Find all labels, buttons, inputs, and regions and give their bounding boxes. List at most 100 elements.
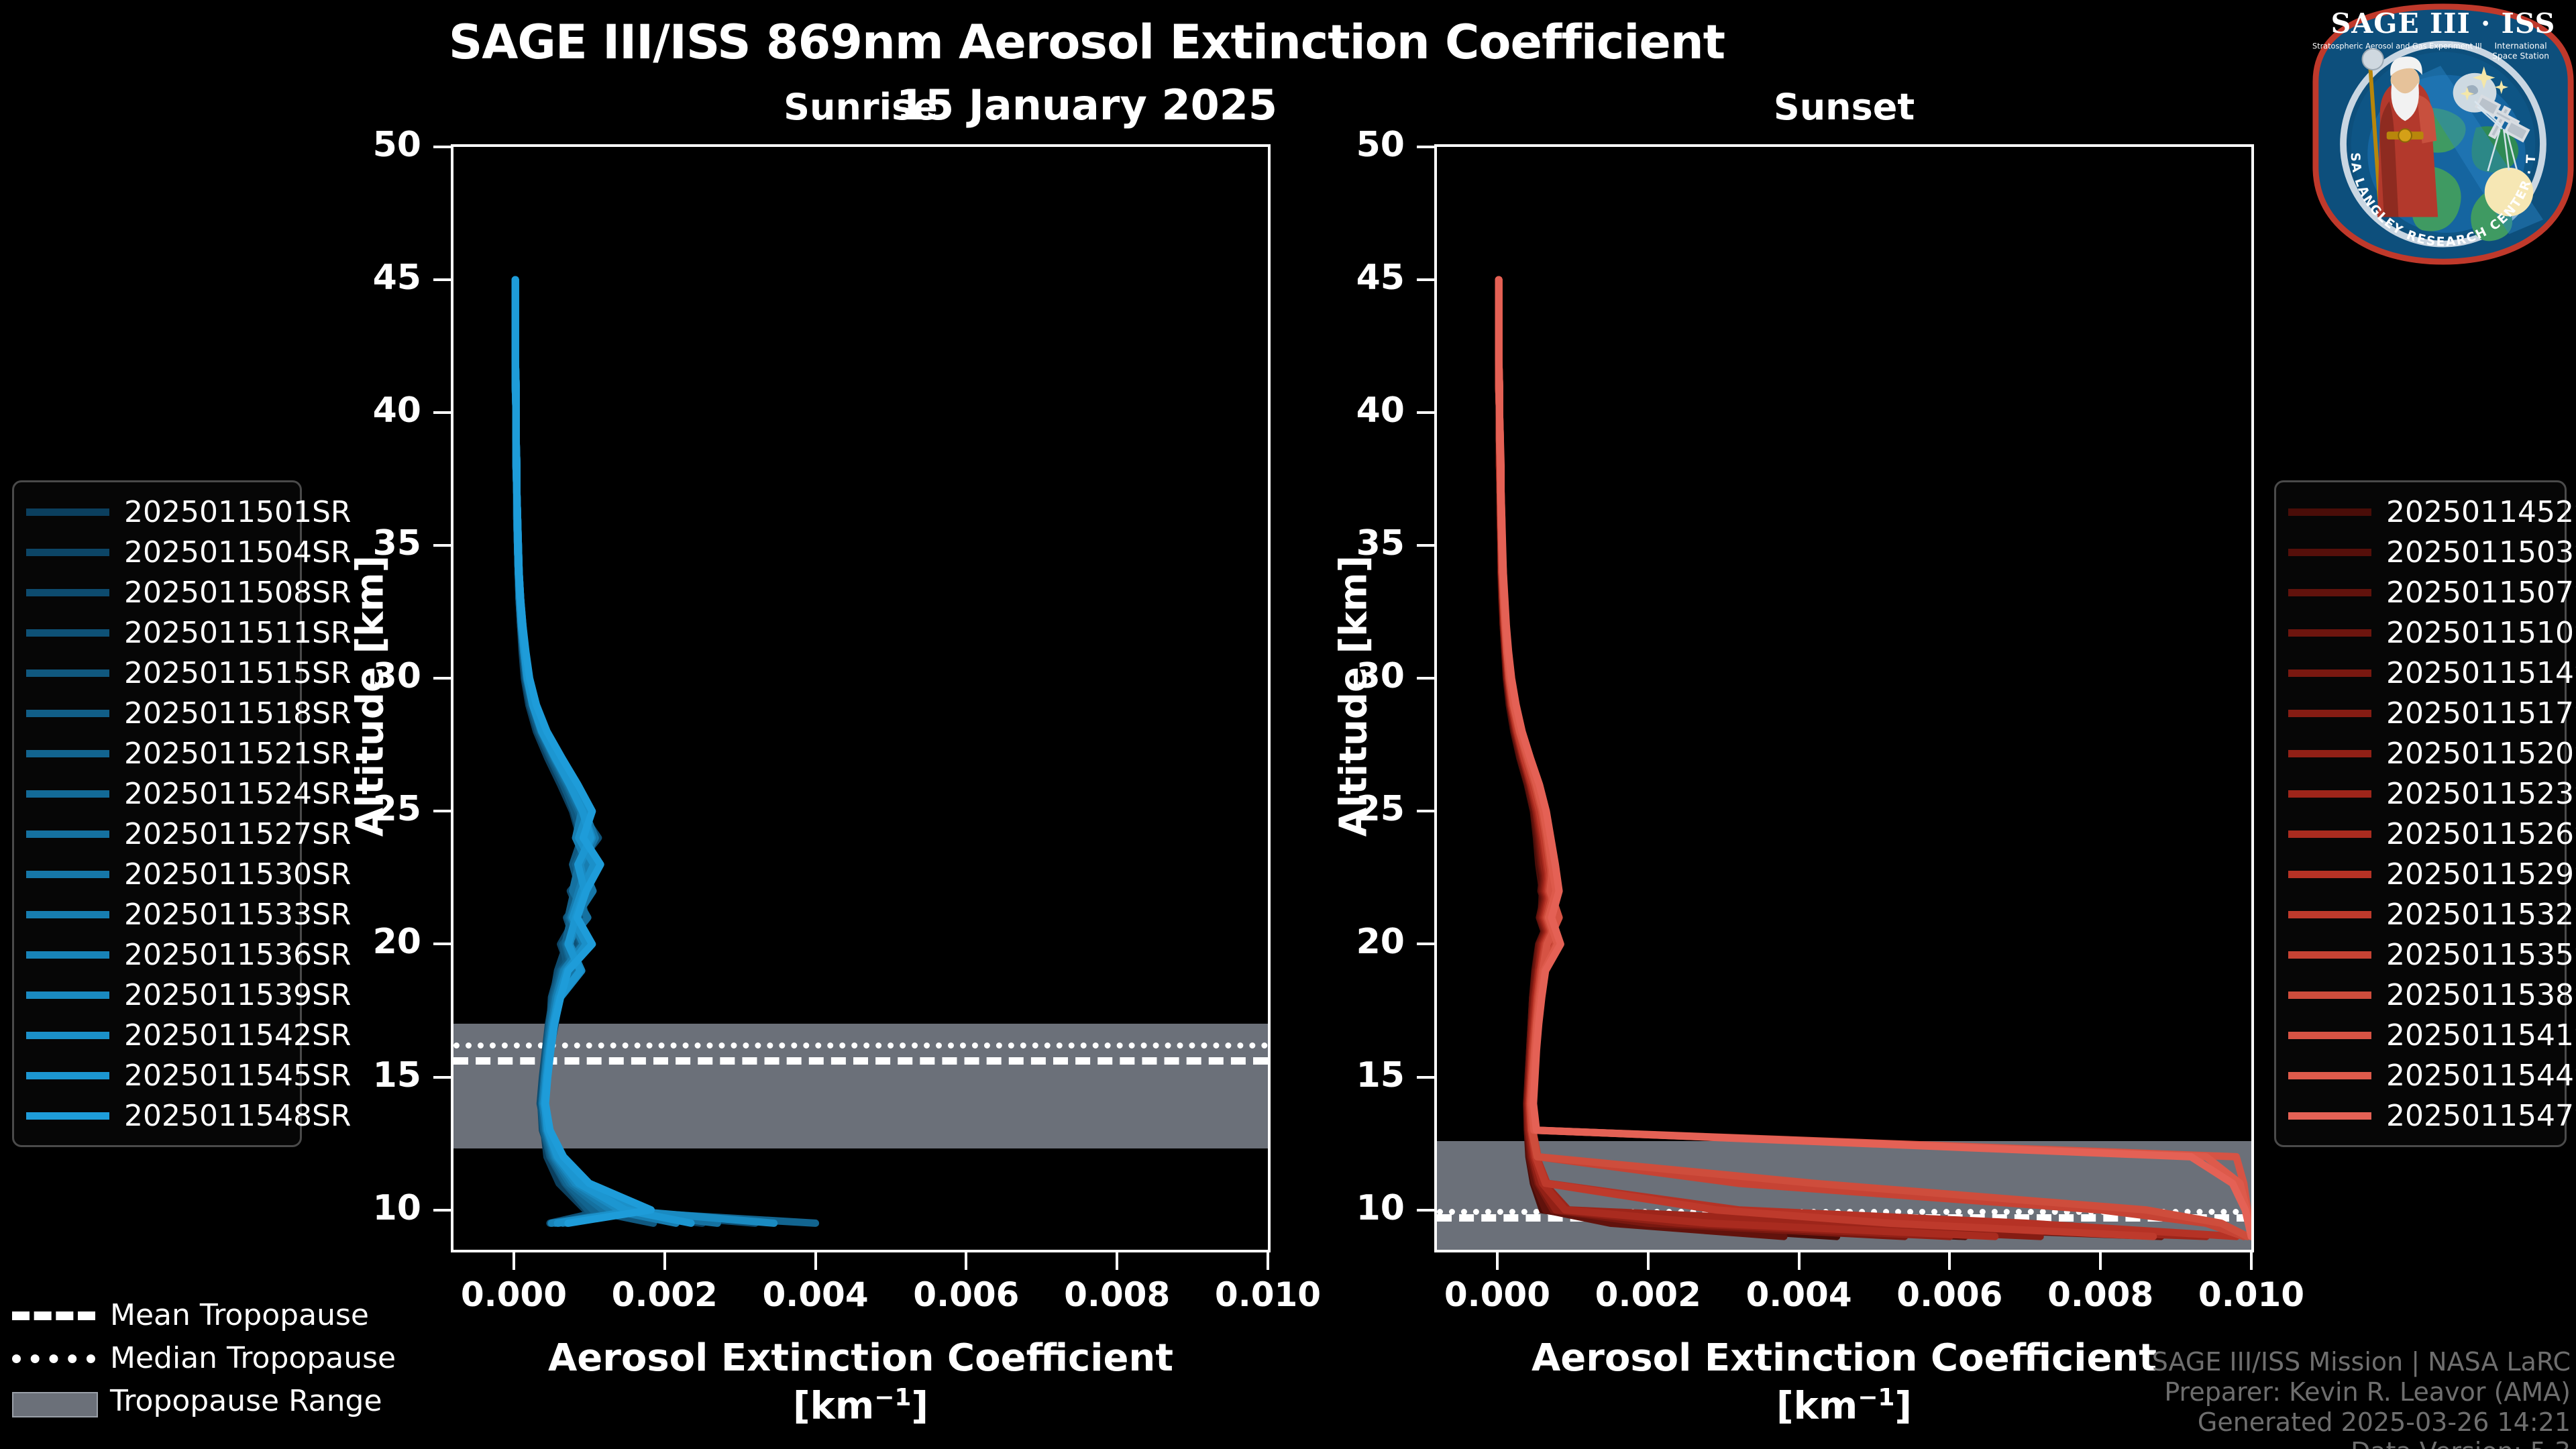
legend-color-swatch <box>2288 508 2371 516</box>
legend-item[interactable]: 2025011504SR <box>26 532 351 572</box>
legend-label: 2025011518SR <box>124 696 352 731</box>
profile-curves-sunset <box>1495 276 2251 1240</box>
legend-label: 2025011529SS <box>2386 857 2576 892</box>
y-axis-tick-label-sunset: 35 <box>1356 523 1405 564</box>
legend-item[interactable]: 2025011520SS <box>2288 733 2576 773</box>
legend-item[interactable]: 2025011542SR <box>26 1015 351 1055</box>
legend-label: 2025011524SR <box>124 776 352 811</box>
x-axis-tick-label-sunset: 0.008 <box>2047 1275 2154 1314</box>
legend-label-tropopause-range: Tropopause Range <box>110 1383 382 1418</box>
legend-color-swatch <box>2288 870 2371 878</box>
legend-item[interactable]: 2025011507SS <box>2288 572 2576 612</box>
legend-label: 2025011508SR <box>124 575 352 610</box>
y-axis-tick-sunrise <box>433 278 451 282</box>
logo-wizard <box>2361 48 2438 217</box>
legend-item[interactable]: 2025011529SS <box>2288 854 2576 894</box>
legend-item[interactable]: 2025011533SR <box>26 894 351 934</box>
legend-item[interactable]: 2025011508SR <box>26 572 351 612</box>
credits-line-mission: SAGE III/ISS Mission | NASA LaRC <box>2151 1347 2571 1377</box>
legend-label: 2025011547SS <box>2386 1098 2576 1133</box>
legend-item[interactable]: 2025011510SS <box>2288 612 2576 653</box>
legend-item[interactable]: 2025011501SR <box>26 492 351 532</box>
credits-line-generated: Generated 2025-03-26 14:21 <box>2197 1407 2571 1437</box>
legend-item-mean-tropopause: Mean Tropopause <box>12 1295 369 1335</box>
y-axis-tick-label-sunrise: 25 <box>372 789 421 830</box>
legend-item[interactable]: 2025011548SR <box>26 1095 351 1136</box>
x-axis-tick-sunrise <box>663 1252 666 1270</box>
legend-item[interactable]: 2025011541SS <box>2288 1015 2576 1055</box>
profile-line <box>1495 276 1969 1240</box>
legend-color-swatch <box>26 669 109 677</box>
legend-label: 2025011503SS <box>2386 535 2576 570</box>
legend-item[interactable]: 2025011532SS <box>2288 894 2576 934</box>
legend-item[interactable]: 2025011539SR <box>26 975 351 1015</box>
legend-sunset[interactable]: 2025011452SS 2025011503SS 2025011507SS 2025… <box>2274 480 2576 1147</box>
dotted-line-icon <box>12 1350 95 1365</box>
panel-title-sunrise: Sunrise <box>784 86 938 128</box>
legend-item[interactable]: 2025011536SR <box>26 934 351 975</box>
legend-color-swatch <box>26 548 109 556</box>
x-axis-tick-label-sunrise: 0.008 <box>1064 1275 1171 1314</box>
legend-item[interactable]: 2025011514SS <box>2288 653 2576 693</box>
legend-item[interactable]: 2025011518SR <box>26 693 351 733</box>
legend-item[interactable]: 2025011527SR <box>26 814 351 854</box>
page-subtitle: 15 January 2025 <box>896 80 1278 129</box>
x-axis-unit-sunset: [km−1] <box>1776 1384 1912 1428</box>
legend-item-median-tropopause: Median Tropopause <box>12 1338 396 1378</box>
legend-item[interactable]: 2025011511SR <box>26 612 351 653</box>
legend-label: 2025011542SR <box>124 1018 352 1053</box>
legend-label: 2025011541SS <box>2386 1018 2576 1053</box>
y-axis-tick-sunset <box>1417 278 1434 282</box>
legend-item[interactable]: 2025011521SR <box>26 733 351 773</box>
legend-label-median-tropopause: Median Tropopause <box>110 1340 396 1375</box>
profile-line <box>511 276 655 1227</box>
credits-block: SAGE III/ISS Mission | NASA LaRC Prepare… <box>1900 1347 2571 1449</box>
credits-line-version: Data Version: 5.3 <box>1900 1437 2571 1449</box>
sage-iii-iss-logo: SAGE III · ISS Stratospheric Aerosol and… <box>2312 3 2574 265</box>
legend-color-swatch <box>2288 1071 2371 1079</box>
y-axis-tick-sunset <box>1417 411 1434 415</box>
y-axis-tick-label-sunset: 30 <box>1356 656 1405 697</box>
legend-label: 2025011530SR <box>124 857 352 892</box>
legend-item[interactable]: 2025011524SR <box>26 773 351 814</box>
profile-line <box>511 276 657 1227</box>
x-axis-tick-label-sunrise: 0.000 <box>460 1275 567 1314</box>
profile-line <box>1495 276 2044 1240</box>
legend-item[interactable]: 2025011547SS <box>2288 1095 2576 1136</box>
legend-item[interactable]: 2025011545SR <box>26 1055 351 1095</box>
legend-label: 2025011533SR <box>124 897 352 932</box>
profile-line <box>1495 276 1909 1240</box>
legend-item[interactable]: 2025011544SS <box>2288 1055 2576 1095</box>
legend-label: 2025011511SR <box>124 615 352 650</box>
logo-subtitle-right-line1: International <box>2495 42 2547 51</box>
y-axis-tick-label-sunset: 40 <box>1356 390 1405 431</box>
profile-line <box>1495 276 2251 1240</box>
legend-item[interactable]: 2025011523SS <box>2288 773 2576 814</box>
legend-sunrise[interactable]: 2025011501SR 2025011504SR 2025011508SR 2025… <box>12 480 351 1147</box>
legend-item[interactable]: 2025011530SR <box>26 854 351 894</box>
y-axis-title-sunrise: Altitude [km] <box>348 555 392 837</box>
legend-item[interactable]: 2025011452SS <box>2288 492 2576 532</box>
legend-item[interactable]: 2025011526SS <box>2288 814 2576 854</box>
legend-label: 2025011527SR <box>124 816 352 851</box>
legend-label: 2025011507SS <box>2386 575 2576 610</box>
legend-label: 2025011539SR <box>124 977 352 1012</box>
legend-color-swatch <box>26 1071 109 1079</box>
y-axis-tick-label-sunset: 50 <box>1356 125 1405 165</box>
legend-item[interactable]: 2025011535SS <box>2288 934 2576 975</box>
legend-color-swatch <box>2288 669 2371 677</box>
legend-item[interactable]: 2025011515SR <box>26 653 351 693</box>
y-axis-tick-label-sunrise: 40 <box>372 390 421 431</box>
legend-color-swatch <box>2288 709 2371 717</box>
legend-item[interactable]: 2025011517SS <box>2288 693 2576 733</box>
y-axis-tick-sunrise <box>433 1208 451 1212</box>
y-axis-tick-sunrise <box>433 677 451 680</box>
profile-line <box>511 276 642 1227</box>
profile-line <box>1495 276 1953 1240</box>
y-axis-tick-sunset <box>1417 677 1434 680</box>
legend-label: 2025011514SS <box>2386 655 2576 690</box>
legend-item[interactable]: 2025011503SS <box>2288 532 2576 572</box>
profile-line <box>1495 276 2210 1240</box>
legend-color-swatch <box>2288 951 2371 959</box>
legend-item[interactable]: 2025011538SS <box>2288 975 2576 1015</box>
